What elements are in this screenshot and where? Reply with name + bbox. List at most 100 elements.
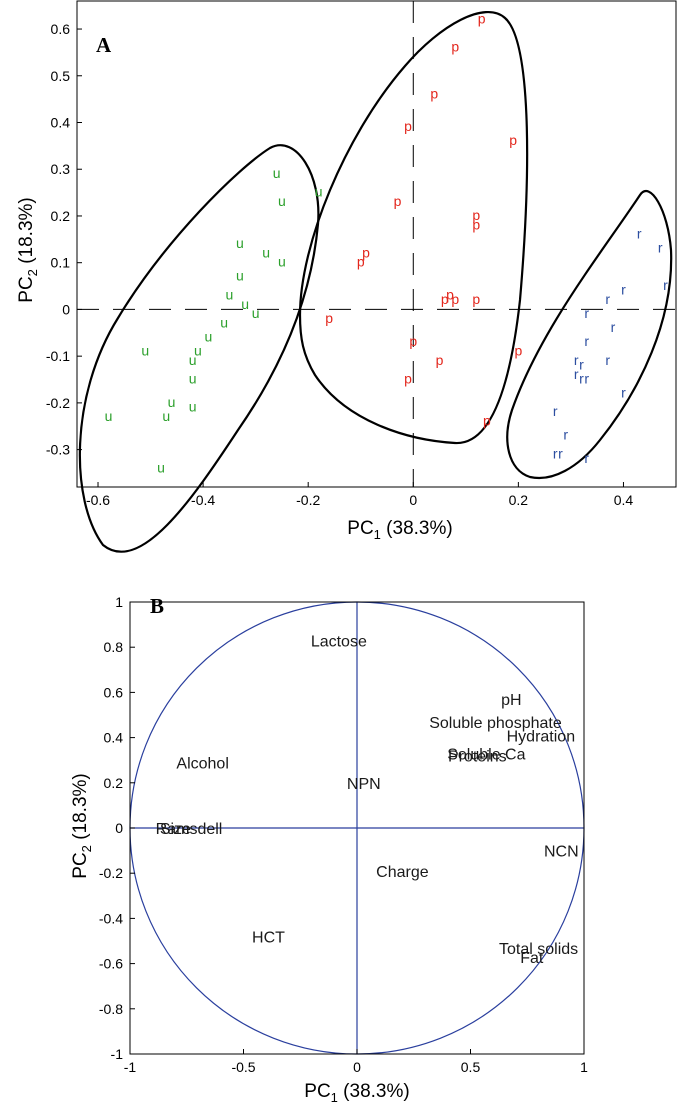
data-point-u: u (220, 314, 228, 330)
x-tick-label: -0.4 (191, 492, 215, 508)
y-tick-label: -0.8 (99, 1001, 123, 1017)
data-point-p: p (404, 371, 412, 387)
data-point-p: p (436, 352, 444, 368)
x-axis-label-b: PC1 (38.3%) (304, 1081, 409, 1105)
x-tick-label: 0 (409, 492, 417, 508)
data-point-r: r (584, 305, 589, 321)
data-point-p: p (451, 39, 459, 55)
y-tick-label: 0.2 (104, 775, 124, 791)
data-point-r: r (621, 282, 626, 298)
y-axis-label-b: PC2 (18.3%) (70, 773, 94, 878)
data-point-u: u (278, 254, 286, 270)
variable-label: Soluble phosphate (429, 715, 562, 732)
y-tick-label: 1 (115, 594, 123, 610)
y-tick-label: 0.4 (51, 115, 71, 131)
variable-label: Ramsdell (156, 821, 223, 838)
chart-panel-b: Lactose pH Soluble phosphateHydrationSolub… (70, 594, 588, 1105)
data-point-u: u (141, 342, 149, 358)
y-tick-label: -0.1 (46, 348, 70, 364)
variable-label: Soluble Ca (447, 746, 525, 763)
variable-label: NPN (347, 776, 381, 793)
data-point-p: p (472, 207, 480, 223)
y-tick-label: -0.3 (46, 442, 70, 458)
x-tick-label: -0.5 (231, 1059, 255, 1075)
variable-label: Lactose (311, 633, 367, 650)
y-tick-label: 0.2 (51, 208, 71, 224)
data-point-p: p (483, 413, 491, 429)
y-tick-label: 0.1 (51, 255, 71, 271)
data-point-u: u (241, 296, 249, 312)
data-point-u: u (278, 193, 286, 209)
data-point-u: u (194, 342, 202, 358)
data-point-r: r (584, 450, 589, 466)
y-tick-label: 0 (115, 820, 123, 836)
data-point-p: p (394, 193, 402, 209)
x-tick-label: -0.2 (296, 492, 320, 508)
y-tick-label: 0.5 (51, 68, 71, 84)
x-axis-ticks-a: -0.6 -0.4 -0.2 0 0.2 0.4 (86, 482, 633, 508)
y-tick-label: -0.2 (46, 395, 70, 411)
data-point-r: r (574, 366, 579, 382)
data-point-u: u (105, 408, 113, 424)
data-point-u: u (225, 286, 233, 302)
y-tick-label: 0 (62, 301, 70, 317)
x-tick-label: 0.2 (509, 492, 529, 508)
data-point-r: r (558, 445, 563, 461)
variable-label: NCN (544, 844, 579, 861)
data-point-u: u (189, 352, 197, 368)
cluster-u-outline (78, 144, 320, 553)
x-tick-label: -1 (124, 1059, 137, 1075)
data-point-r: r (553, 403, 558, 419)
data-point-r: r (611, 319, 616, 335)
y-tick-label: 0.8 (104, 639, 124, 655)
data-point-r: r (621, 385, 626, 401)
data-point-u: u (204, 328, 212, 344)
data-point-u: u (273, 165, 281, 181)
data-point-r: r (584, 371, 589, 387)
cluster-r-outline (506, 190, 673, 480)
data-point-r: r (637, 226, 642, 242)
data-point-p: p (509, 132, 517, 148)
y-axis-ticks-a: -0.3 -0.2 -0.1 0 0.1 0.2 0.3 0.4 0.5 0.6 (46, 21, 82, 458)
variable-label: Size (160, 821, 191, 838)
x-axis-ticks-b: -1 -0.5 0 0.5 1 (124, 1049, 588, 1075)
variable-label: Charge (376, 864, 429, 881)
variable-label: Alcohol (176, 755, 228, 772)
data-point-p: p (478, 11, 486, 27)
y-tick-label: 0.6 (104, 684, 124, 700)
y-tick-label: -0.4 (99, 910, 123, 926)
reference-lines (77, 1, 676, 487)
y-tick-label: -0.2 (99, 865, 123, 881)
data-point-r: r (563, 427, 568, 443)
data-point-r: r (605, 291, 610, 307)
variable-label: Proteins (448, 749, 507, 766)
x-tick-label: 0 (353, 1059, 361, 1075)
data-point-p: p (409, 333, 417, 349)
variable-label: Total solids (499, 941, 578, 958)
variable-label: HCT (252, 929, 285, 946)
data-point-u: u (162, 408, 170, 424)
variable-label: Hydration (507, 728, 575, 745)
data-point-r: r (584, 333, 589, 349)
y-tick-label: -0.6 (99, 956, 123, 972)
y-tick-label: 0.6 (51, 21, 71, 37)
data-point-u: u (252, 305, 260, 321)
y-tick-label: -1 (111, 1046, 124, 1062)
data-point-p: p (472, 291, 480, 307)
y-axis-label-a: PC2 (18.3%) (16, 197, 40, 302)
data-point-u: u (236, 235, 244, 251)
data-point-p: p (357, 254, 365, 270)
variable-label: Fat (520, 950, 544, 967)
data-point-p: p (514, 342, 522, 358)
variable-labels: Lactose pH Soluble phosphateHydrationSolub… (156, 633, 579, 966)
variable-label: pH (501, 692, 521, 709)
x-tick-label: 1 (580, 1059, 588, 1075)
panel-label-a: A (96, 33, 112, 57)
data-point-r: r (605, 352, 610, 368)
data-point-r: r (658, 240, 663, 256)
cluster-outlines (78, 11, 673, 553)
data-point-p: p (430, 85, 438, 101)
